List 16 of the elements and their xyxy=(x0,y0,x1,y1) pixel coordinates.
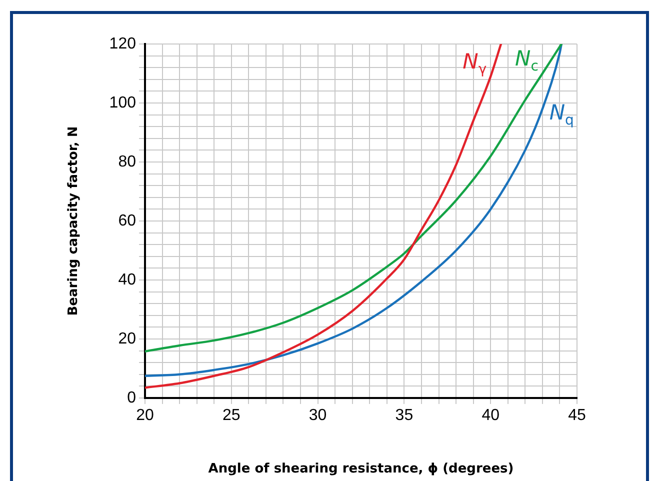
y-tick-label: 60 xyxy=(118,212,136,230)
y-tick-label: 80 xyxy=(118,153,136,170)
y-tick-label: 100 xyxy=(109,94,136,112)
y-tick-label: 20 xyxy=(118,330,136,348)
y-axis-title: Bearing capacity factor, N xyxy=(66,126,82,316)
x-axis-title: Angle of shearing resistance, ϕ (degrees) xyxy=(208,462,514,477)
line-series xyxy=(145,44,502,389)
x-tick-label: 30 xyxy=(308,407,327,424)
x-tick-label: 40 xyxy=(482,407,500,424)
y-tick-label: 0 xyxy=(127,389,136,406)
x-tick-label: 35 xyxy=(395,407,414,424)
y-tick-label: 120 xyxy=(109,35,136,52)
x-tick-label: 25 xyxy=(222,407,240,424)
y-tick-label: 40 xyxy=(118,271,136,288)
x-tick-label: 20 xyxy=(136,407,154,424)
x-tick-label: 45 xyxy=(568,407,586,424)
